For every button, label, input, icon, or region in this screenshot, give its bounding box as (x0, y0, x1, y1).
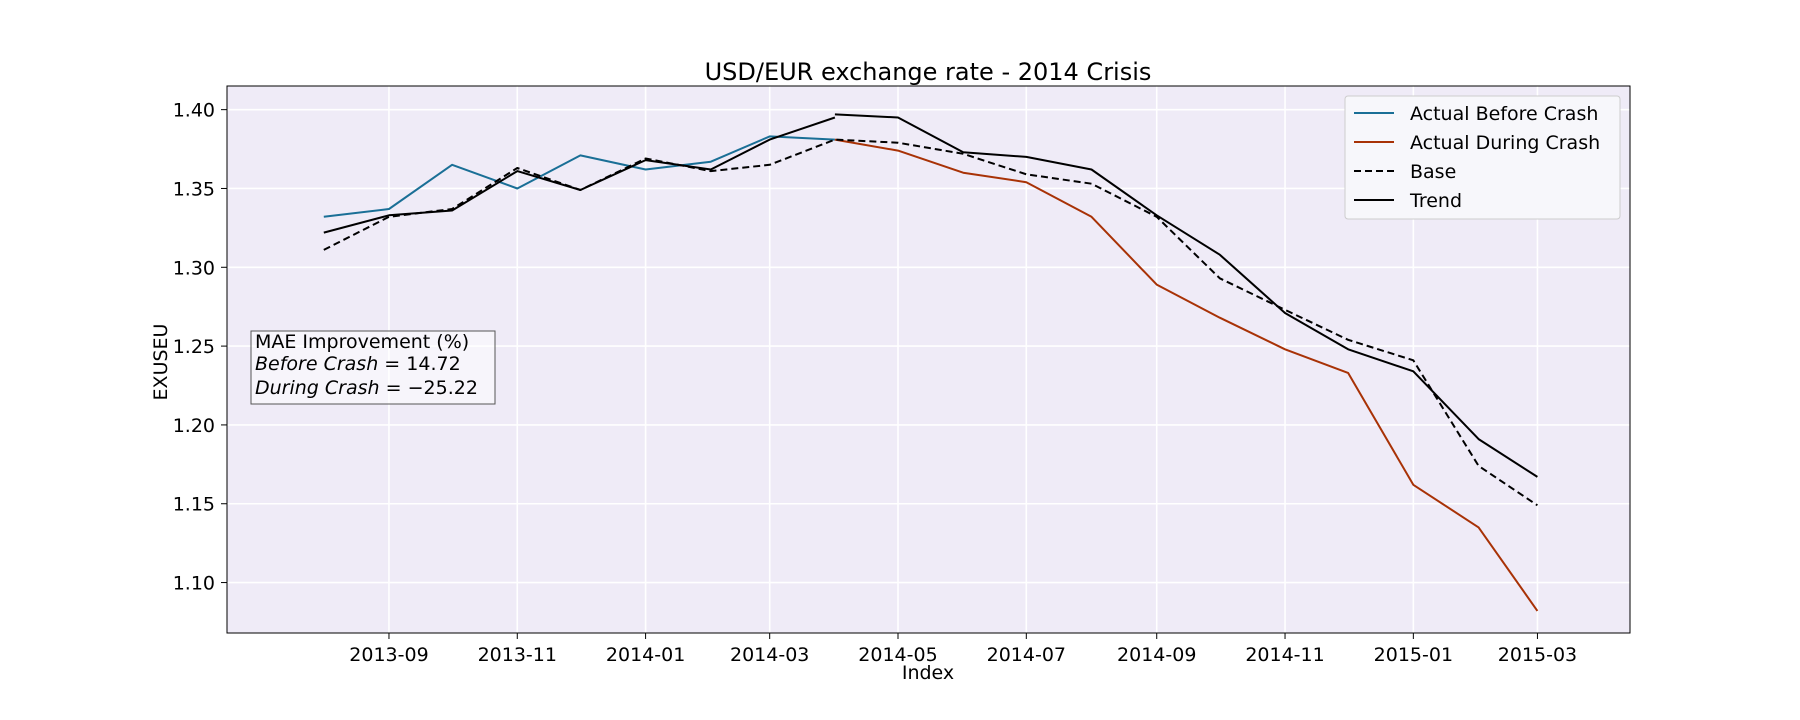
series-line-base (323, 138, 1538, 507)
x-tick-label: 2015-03 (1498, 644, 1577, 666)
annotation-before-label: Before Crash (255, 353, 378, 375)
x-tick-label: 2015-01 (1374, 644, 1453, 666)
y-tick-label: 1.30 (173, 257, 215, 279)
series-line-trend-segment-2 (834, 113, 1538, 478)
y-tick-label: 1.15 (173, 494, 215, 516)
x-tick-label: 2013-11 (478, 644, 557, 666)
x-tick-label: 2013-09 (349, 644, 428, 666)
annotation-during-label: During Crash (255, 377, 380, 399)
x-axis-label: Index (902, 662, 954, 684)
annotation-during: During Crash = −25.22 (255, 377, 478, 399)
x-tick-label: 2014-09 (1117, 644, 1196, 666)
y-axis-label: EXUSEU (150, 324, 172, 401)
x-axis: 2013-09 2013-11 2014-01 2014-03 2014-05 2014-… (349, 633, 1577, 666)
legend-label-base: Base (1410, 161, 1456, 183)
x-tick-label: 2014-03 (730, 644, 809, 666)
annotation-before-equals: = (384, 353, 406, 375)
annotation-before-value: 14.72 (406, 353, 460, 375)
x-tick-label: 2014-01 (606, 644, 685, 666)
x-tick-label: 2014-11 (1245, 644, 1324, 666)
legend-label-trend: Trend (1409, 190, 1462, 212)
legend-label-actual-during-crash: Actual During Crash (1410, 132, 1600, 154)
x-tick-label: 2014-07 (987, 644, 1066, 666)
y-axis: 1.10 1.15 1.20 1.25 1.30 1.35 1.40 (173, 100, 227, 595)
series-line-trend-segment-1 (323, 116, 836, 234)
y-tick-label: 1.25 (173, 336, 215, 358)
x-tick-label: 2014-05 (858, 644, 937, 666)
y-tick-label: 1.35 (173, 178, 215, 200)
annotation-heading: MAE Improvement (%) (255, 331, 469, 353)
legend-label-actual-before-crash: Actual Before Crash (1410, 103, 1598, 125)
chart-title: USD/EUR exchange rate - 2014 Crisis (705, 58, 1152, 86)
legend: Actual Before Crash Actual During Crash Ba… (1344, 95, 1621, 220)
plot-frame (226, 85, 1631, 634)
annotation-during-value: −25.22 (408, 377, 478, 399)
mae-annotation-box: MAE Improvement (%) Before Crash = 14.72… (250, 330, 496, 405)
legend-box (1344, 95, 1621, 220)
annotation-frame (250, 330, 496, 405)
series-line-actual-during-crash (834, 138, 1539, 612)
y-tick-label: 1.40 (173, 100, 215, 122)
annotation-during-equals: = (386, 377, 408, 399)
series-line-actual-before-crash (323, 135, 835, 218)
y-tick-label: 1.20 (173, 415, 215, 437)
annotation-before: Before Crash = 14.72 (255, 353, 461, 375)
series-lines (323, 113, 1539, 612)
y-tick-label: 1.10 (173, 573, 215, 595)
